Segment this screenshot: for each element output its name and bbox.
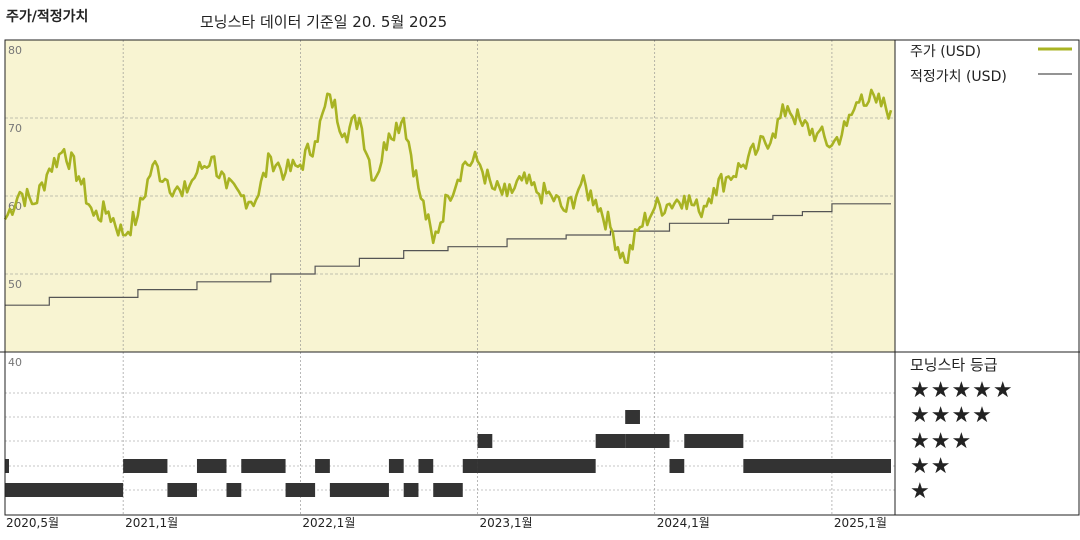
- rating-bar: [226, 483, 242, 497]
- rating-4-stars: ★★★★: [910, 403, 993, 428]
- rating-bar: [669, 459, 685, 473]
- rating-bar: [5, 483, 124, 497]
- x-tick-label: 2024,1월: [657, 516, 710, 530]
- rating-bar: [5, 459, 9, 473]
- rating-bar: [462, 459, 478, 473]
- rating-panel-title: 모닝스타 등급: [910, 356, 998, 374]
- rating-bar: [329, 483, 389, 497]
- x-tick-label: 2022,1월: [302, 516, 355, 530]
- chart-subtitle: 모닝스타 데이터 기준일 20. 5월 2025: [200, 13, 448, 31]
- rating-bar: [123, 459, 168, 473]
- x-tick-label: 2023,1월: [480, 516, 533, 530]
- legend-panel-border: [894, 39, 1080, 516]
- price-legend-label: 주가 (USD): [910, 44, 982, 60]
- price-line: [3, 88, 893, 264]
- rating-bar: [477, 459, 596, 473]
- rating-bar: [684, 434, 744, 448]
- rating-bar: [595, 434, 626, 448]
- chart-left-title: 주가/적정가치: [6, 9, 89, 25]
- rating-bar: [625, 434, 670, 448]
- rating-bar: [315, 459, 330, 473]
- rating-bar: [625, 410, 640, 424]
- fair-value-series: [5, 203, 891, 306]
- rating-bar: [388, 459, 404, 473]
- rating-bar: [241, 459, 286, 473]
- x-tick-label: 2020,5월: [6, 516, 59, 530]
- rating-bars: [5, 410, 891, 497]
- rating-bar: [743, 459, 891, 473]
- rating-bar: [433, 483, 463, 497]
- rating-1-star: ★: [910, 479, 931, 504]
- rating-5-stars: ★★★★★: [910, 378, 1014, 403]
- y-tick-label: 80: [8, 44, 22, 57]
- fair-value-legend-label: 적정가치 (USD): [910, 69, 1007, 85]
- rating-bar: [167, 483, 197, 497]
- y-tick-label: 50: [8, 278, 22, 291]
- x-tick-label: 2025,1월: [834, 516, 887, 530]
- y-tick-label: 40: [8, 356, 22, 369]
- rating-bar: [196, 459, 227, 473]
- rating-bar: [403, 483, 419, 497]
- rating-bar: [285, 483, 316, 497]
- rating-bar: [477, 434, 493, 448]
- rating-2-stars: ★★: [910, 454, 952, 479]
- rating-bar: [418, 459, 434, 473]
- y-tick-label: 70: [8, 122, 22, 135]
- x-tick-labels: 2020,5월 2021,1월 2022,1월 2023,1월 2024,1월 2025,…: [6, 516, 887, 530]
- fair-value-line: [5, 203, 891, 306]
- rating-3-stars: ★★★: [910, 429, 973, 454]
- chart-frame: [0, 39, 1080, 516]
- x-tick-label: 2021,1월: [125, 516, 178, 530]
- price-series: [3, 88, 893, 264]
